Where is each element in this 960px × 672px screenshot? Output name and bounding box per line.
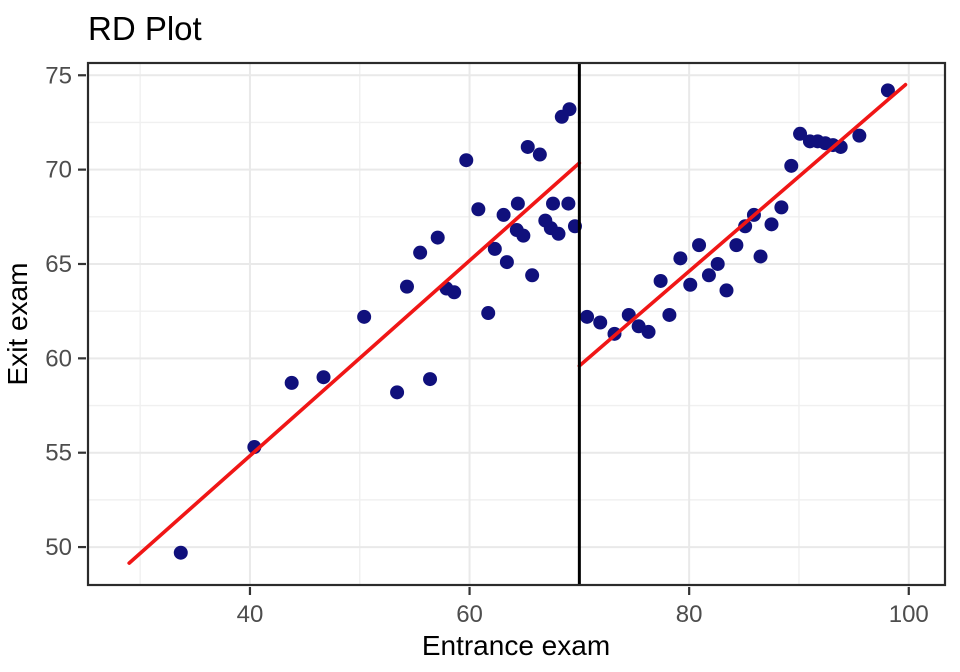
y-axis-tick-label: 65 bbox=[45, 251, 72, 278]
scatter-point bbox=[562, 102, 577, 117]
scatter-point bbox=[738, 219, 753, 234]
grid-major-lines bbox=[88, 63, 945, 585]
scatter-point bbox=[413, 245, 428, 260]
y-axis-tick-label: 75 bbox=[45, 62, 72, 89]
axis-tick-marks bbox=[78, 74, 910, 595]
scatter-point bbox=[784, 158, 799, 173]
scatter-point bbox=[852, 128, 867, 143]
scatter-point bbox=[719, 283, 734, 298]
scatter-point bbox=[471, 202, 486, 217]
scatter-point bbox=[561, 196, 576, 211]
scatter-point bbox=[662, 307, 677, 322]
scatter-point bbox=[546, 196, 561, 211]
scatter-point bbox=[532, 147, 547, 162]
scatter-point bbox=[701, 268, 716, 283]
scatter-point bbox=[710, 256, 725, 271]
plot-title: RD Plot bbox=[88, 10, 202, 47]
scatter-point bbox=[423, 372, 438, 387]
scatter-point bbox=[173, 545, 188, 560]
scatter-point bbox=[399, 279, 414, 294]
scatter-point bbox=[284, 375, 299, 390]
scatter-point bbox=[793, 126, 808, 141]
scatter-point bbox=[316, 370, 331, 385]
scatter-point bbox=[459, 153, 474, 168]
scatter-point bbox=[673, 251, 688, 266]
scatter-point bbox=[520, 139, 535, 154]
scatter-point bbox=[729, 238, 744, 253]
x-axis-title: Entrance exam bbox=[422, 630, 610, 661]
scatter-point bbox=[430, 230, 445, 245]
scatter-point bbox=[764, 217, 779, 232]
scatter-point bbox=[357, 309, 372, 324]
x-axis-tick-label: 100 bbox=[889, 601, 929, 628]
x-axis-tick-label: 60 bbox=[456, 601, 483, 628]
regression-lines bbox=[127, 82, 908, 565]
scatter-point bbox=[481, 306, 496, 321]
x-axis-tick-label: 40 bbox=[237, 601, 264, 628]
scatter-point bbox=[880, 83, 895, 98]
scatter-point bbox=[753, 249, 768, 264]
scatter-point bbox=[580, 309, 595, 324]
scatter-point bbox=[516, 228, 531, 243]
scatter-point bbox=[499, 255, 514, 270]
y-axis-tick-label: 60 bbox=[45, 345, 72, 372]
y-axis-title: Exit exam bbox=[2, 263, 33, 386]
plot-panel bbox=[88, 63, 945, 585]
scatter-point bbox=[525, 268, 540, 283]
y-axis-tick-label: 70 bbox=[45, 157, 72, 184]
scatter-point bbox=[496, 207, 511, 222]
panel-border bbox=[86, 61, 947, 587]
regression-line-left-of-cutoff bbox=[127, 161, 582, 565]
scatter-point bbox=[683, 277, 698, 292]
scatter-point bbox=[390, 385, 405, 400]
regression-line-right-of-cutoff bbox=[577, 82, 908, 368]
y-axis-tick-label: 50 bbox=[45, 534, 72, 561]
axis-tick-labels: 40 60 80 100 50 55 60 65 70 75 bbox=[45, 62, 928, 628]
scatter-point bbox=[487, 241, 502, 256]
x-axis-tick-label: 80 bbox=[676, 601, 703, 628]
scatter-point bbox=[593, 315, 608, 330]
scatter-point bbox=[510, 196, 525, 211]
scatter-point bbox=[641, 324, 656, 339]
scatter-point bbox=[551, 226, 566, 241]
scatter-point bbox=[653, 273, 668, 288]
y-axis-tick-label: 55 bbox=[45, 440, 72, 467]
scatter-point bbox=[447, 285, 462, 300]
scatter-point bbox=[692, 238, 707, 253]
scatter-point bbox=[774, 200, 789, 215]
